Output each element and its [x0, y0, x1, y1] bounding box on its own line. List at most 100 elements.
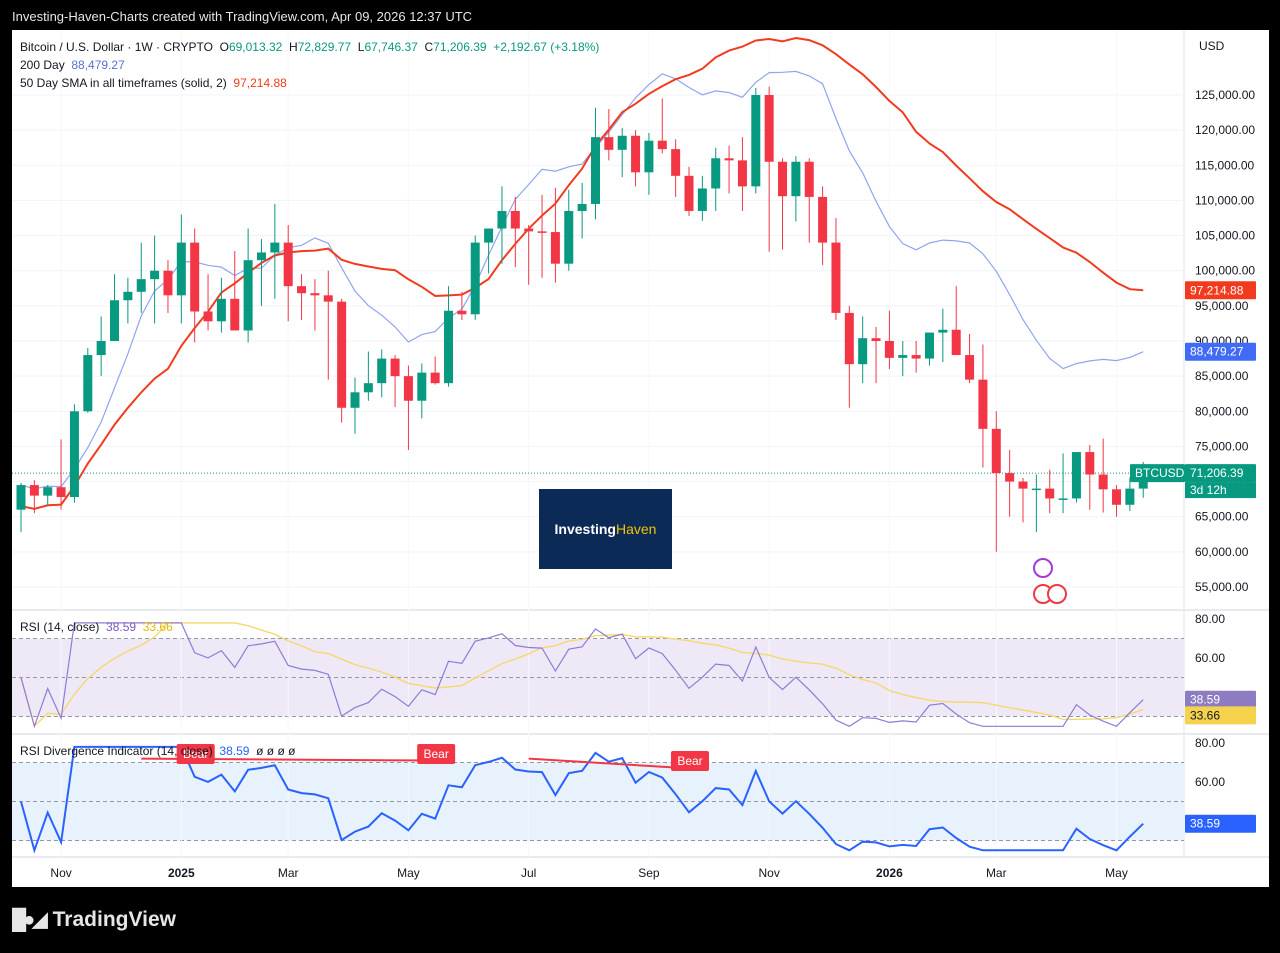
bear-label-badge[interactable]	[176, 744, 215, 764]
candle-body[interactable]	[363, 383, 373, 393]
candle-body[interactable]	[590, 137, 600, 204]
candle-body[interactable]	[991, 428, 1001, 474]
candle-body[interactable]	[136, 279, 146, 292]
candle-body[interactable]	[470, 242, 480, 315]
candle-body[interactable]	[1112, 489, 1122, 505]
candle-body[interactable]	[123, 291, 133, 301]
candle-body[interactable]	[671, 149, 681, 176]
candle-body[interactable]	[898, 355, 908, 358]
candle-body[interactable]	[697, 188, 707, 211]
rsi-legend[interactable]: RSI (14, close) 38.59 33.66	[20, 620, 173, 634]
candle-body[interactable]	[764, 95, 774, 162]
candle-body[interactable]	[871, 338, 881, 341]
candle-body[interactable]	[577, 203, 587, 211]
sma50-line[interactable]	[20, 36, 1144, 510]
candle-body[interactable]	[43, 487, 53, 496]
candle-body[interactable]	[310, 293, 320, 296]
candle-body[interactable]	[484, 228, 494, 243]
candle-body[interactable]	[16, 485, 26, 510]
candle-body[interactable]	[657, 140, 667, 150]
candle-body[interactable]	[951, 329, 961, 356]
candle-body[interactable]	[978, 379, 988, 429]
candle-body[interactable]	[644, 140, 654, 173]
candle-body[interactable]	[510, 210, 520, 229]
candle-body[interactable]	[564, 210, 574, 264]
candle-body[interactable]	[617, 135, 627, 150]
tradingview-footer[interactable]: █●◢ TradingView	[12, 907, 176, 932]
candle-body[interactable]	[1098, 474, 1108, 490]
sma50-legend[interactable]: 50 Day SMA in all timeframes (solid, 2) …	[20, 76, 287, 90]
candle-body[interactable]	[737, 160, 747, 187]
candle-body[interactable]	[216, 298, 226, 322]
candle-body[interactable]	[417, 372, 427, 401]
candle-body[interactable]	[751, 95, 761, 187]
candle-body[interactable]	[818, 196, 828, 243]
chart-frame[interactable]: Bear Bear Bear 125,000.00 120,000.00 115,000…	[12, 30, 1269, 887]
candle-body[interactable]	[270, 242, 280, 253]
rsi-line[interactable]	[20, 622, 1144, 729]
candle-body[interactable]	[911, 355, 921, 359]
candle-body[interactable]	[176, 242, 186, 296]
candle-body[interactable]	[884, 341, 894, 358]
candle-body[interactable]	[69, 411, 79, 498]
candle-body[interactable]	[1045, 488, 1055, 499]
event-icon[interactable]	[1033, 558, 1053, 578]
candle-body[interactable]	[83, 355, 93, 412]
ma200-line[interactable]	[20, 70, 1144, 490]
candle-body[interactable]	[778, 161, 788, 197]
candle-body[interactable]	[791, 161, 801, 197]
candle-body[interactable]	[203, 311, 213, 322]
candle-body[interactable]	[684, 175, 694, 211]
candle-body[interactable]	[350, 392, 360, 408]
candle-body[interactable]	[1018, 481, 1028, 489]
candle-body[interactable]	[1071, 452, 1081, 499]
candle-body[interactable]	[858, 338, 868, 365]
candle-body[interactable]	[631, 135, 641, 173]
candle-body[interactable]	[1125, 488, 1135, 505]
candle-body[interactable]	[230, 298, 240, 331]
candle-body[interactable]	[430, 372, 440, 384]
candle-body[interactable]	[457, 310, 467, 315]
candle-body[interactable]	[938, 329, 948, 333]
candle-body[interactable]	[497, 210, 507, 229]
candle-body[interactable]	[550, 232, 560, 264]
ma200-legend[interactable]: 200 Day 88,479.27	[20, 58, 125, 72]
candle-body[interactable]	[1085, 452, 1095, 475]
candle-body[interactable]	[96, 341, 106, 356]
bear-label-badge[interactable]	[417, 744, 456, 764]
candle-body[interactable]	[243, 260, 253, 331]
candle-body[interactable]	[163, 270, 173, 296]
rsi-ma-line[interactable]	[20, 622, 1144, 728]
chart-canvas[interactable]: Bear Bear Bear 125,000.00 120,000.00 115,000…	[12, 30, 1269, 887]
candle-body[interactable]	[537, 231, 547, 233]
candle-body[interactable]	[56, 487, 66, 498]
candle-body[interactable]	[403, 376, 413, 401]
candle-body[interactable]	[831, 242, 841, 313]
candle-body[interactable]	[297, 286, 307, 294]
candle-body[interactable]	[150, 270, 160, 280]
candle-body[interactable]	[924, 332, 934, 359]
candle-body[interactable]	[804, 161, 814, 197]
candle-body[interactable]	[604, 137, 614, 150]
candle-body[interactable]	[29, 485, 39, 496]
candle-body[interactable]	[337, 301, 347, 408]
bear-label-badge[interactable]	[671, 751, 709, 771]
candle-body[interactable]	[283, 242, 293, 287]
candle-body[interactable]	[844, 312, 854, 365]
divergence-line[interactable]	[20, 745, 1144, 854]
candle-body[interactable]	[524, 228, 534, 232]
candle-body[interactable]	[1058, 498, 1068, 500]
candle-body[interactable]	[110, 300, 120, 341]
candle-body[interactable]	[190, 242, 200, 312]
candle-body[interactable]	[965, 355, 975, 380]
candle-body[interactable]	[444, 310, 454, 384]
candle-body[interactable]	[256, 252, 266, 261]
candle-body[interactable]	[724, 158, 734, 161]
us-flag-icon[interactable]	[1047, 584, 1067, 604]
divergence-legend[interactable]: RSI Divergence Indicator (14, close) 38.…	[20, 744, 295, 758]
candle-body[interactable]	[1031, 488, 1041, 491]
candle-body[interactable]	[377, 358, 387, 384]
candle-body[interactable]	[390, 358, 400, 377]
candle-body[interactable]	[323, 295, 333, 302]
candle-body[interactable]	[711, 158, 721, 189]
